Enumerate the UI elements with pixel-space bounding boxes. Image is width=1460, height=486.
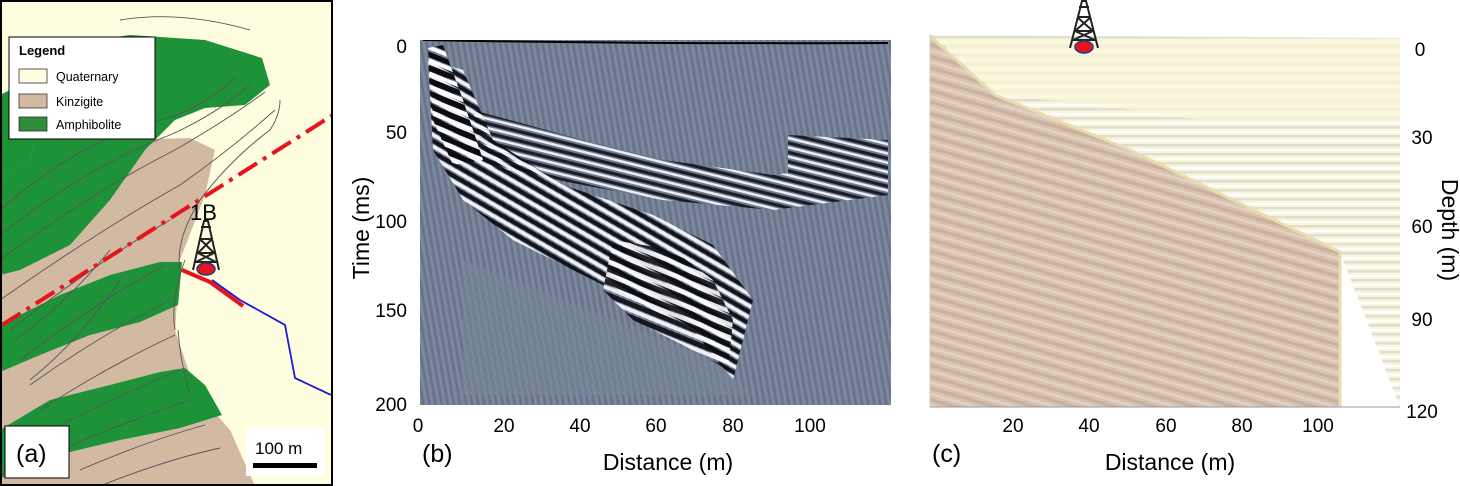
drilling-rig-icon	[192, 220, 220, 276]
x-axis-label: Distance (m)	[1105, 449, 1235, 475]
legend-title: Legend	[19, 43, 65, 58]
panel-c-x-axis: 20 40 60 80 100 Distance (m)	[1002, 416, 1333, 475]
panel-c-depth-axis: 0 30 60 90 120 Depth (m)	[1406, 40, 1460, 423]
panel-label-b: (b)	[422, 440, 453, 468]
x-tick: 80	[722, 416, 743, 437]
x-tick: 100	[794, 416, 826, 437]
x-tick: 60	[1155, 416, 1176, 437]
depth-section-panel: 0 30 60 90 120 Depth (m) 20 40 60 80 100…	[928, 0, 1460, 475]
y-tick: 150	[375, 301, 407, 322]
x-tick: 80	[1231, 416, 1252, 437]
x-tick: 0	[413, 416, 424, 437]
panel-label-c: (c)	[932, 440, 961, 468]
y-axis-label: Time (ms)	[348, 177, 374, 280]
x-tick: 40	[569, 416, 590, 437]
x-tick: 20	[1002, 416, 1023, 437]
layer-boundary	[928, 35, 1342, 407]
y-tick: 0	[396, 37, 407, 58]
depth-tick: 120	[1406, 402, 1438, 423]
x-tick: 20	[493, 416, 514, 437]
drilling-rig-icon	[1069, 0, 1099, 54]
depth-axis-label: Depth (m)	[1437, 179, 1460, 281]
seismic-image	[420, 40, 891, 405]
legend-item-amphibolite: Amphibolite	[56, 118, 121, 132]
depth-tick: 60	[1411, 217, 1432, 238]
y-tick: 100	[375, 212, 407, 233]
panel-label-a: (a)	[16, 440, 47, 468]
x-tick: 40	[1078, 416, 1099, 437]
depth-tick: 90	[1411, 310, 1432, 331]
quaternary-layer	[930, 35, 1400, 407]
depth-tick: 30	[1411, 128, 1432, 149]
y-tick: 50	[386, 123, 407, 144]
kinzigite-layer	[930, 35, 1340, 407]
x-tick: 100	[1302, 416, 1334, 437]
x-tick: 60	[645, 416, 666, 437]
scale-bar	[253, 463, 317, 468]
legend-item-kinzigite: Kinzigite	[56, 95, 103, 109]
survey-line-segment	[181, 268, 245, 308]
y-tick: 200	[375, 395, 407, 416]
geological-map-panel: Legend Quaternary Kinzigite Amphibolite …	[0, 0, 333, 486]
seismic-time-section-panel: 0 50 100 150 200 Time (ms) 0 20 40 60 80…	[348, 37, 891, 475]
map-legend: Legend Quaternary Kinzigite Amphibolite	[8, 36, 156, 140]
x-axis-label: Distance (m)	[603, 449, 733, 475]
legend-item-quaternary: Quaternary	[56, 70, 119, 84]
profile-dashdot-line	[2, 113, 331, 327]
river-line	[211, 279, 331, 397]
scale-bar-label: 100 m	[255, 439, 302, 458]
amphibolite-band-middle	[2, 262, 182, 372]
panel-b-x-axis: 0 20 40 60 80 100 Distance (m)	[413, 416, 826, 475]
panel-b-y-axis: 0 50 100 150 200 Time (ms)	[348, 37, 407, 416]
depth-tick: 0	[1415, 40, 1426, 61]
